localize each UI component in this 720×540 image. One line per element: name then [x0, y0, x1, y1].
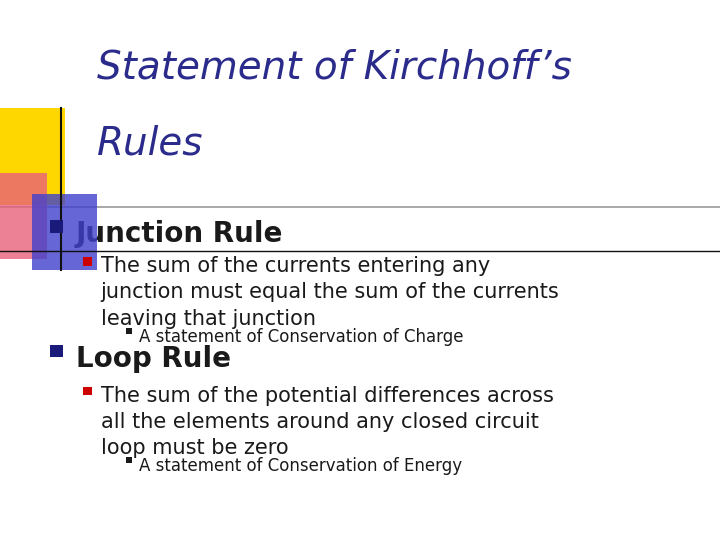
Text: The sum of the potential differences across
all the elements around any closed c: The sum of the potential differences acr… [101, 386, 554, 458]
Text: Rules: Rules [97, 124, 204, 162]
Text: Statement of Kirchhoff’s: Statement of Kirchhoff’s [97, 49, 572, 86]
Text: A statement of Conservation of Charge: A statement of Conservation of Charge [139, 328, 464, 346]
Text: The sum of the currents entering any
junction must equal the sum of the currents: The sum of the currents entering any jun… [101, 256, 559, 329]
Text: Junction Rule: Junction Rule [76, 220, 283, 248]
Text: Loop Rule: Loop Rule [76, 345, 230, 373]
Text: A statement of Conservation of Energy: A statement of Conservation of Energy [139, 457, 462, 475]
